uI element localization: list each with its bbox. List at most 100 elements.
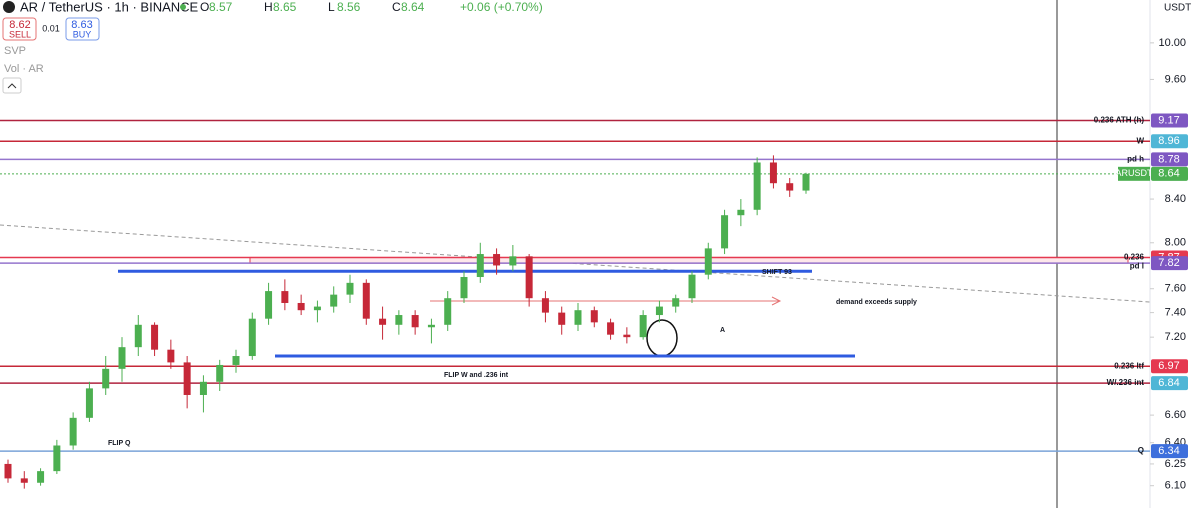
annotation: FLIP W and .236 int xyxy=(444,372,509,379)
candle-body xyxy=(199,381,207,395)
price-tag xyxy=(1151,444,1188,459)
candle-body xyxy=(525,256,533,299)
sell-price: 8.62 xyxy=(9,19,30,31)
y-tick-label: 6.25 xyxy=(1165,458,1186,470)
y-tick-label: 7.40 xyxy=(1165,307,1186,319)
candle-body xyxy=(134,324,142,348)
price-tag xyxy=(1151,134,1188,149)
candle-body xyxy=(118,347,126,369)
candle-body xyxy=(509,256,517,266)
candle-body xyxy=(444,298,452,325)
y-tick-label: 8.40 xyxy=(1165,193,1186,205)
y-tick-label: 6.60 xyxy=(1165,409,1186,421)
price-tag xyxy=(1151,376,1188,391)
price-tag xyxy=(1151,166,1188,181)
candle-body xyxy=(688,274,696,299)
buy-label: BUY xyxy=(73,29,92,39)
ohlc-key: C xyxy=(392,0,401,14)
candle-body xyxy=(737,209,745,216)
annotation: SHIFT 93 xyxy=(762,269,792,276)
chevron xyxy=(7,83,17,89)
level-label: W/.236 int xyxy=(1107,378,1145,387)
y-tick-label: 6.10 xyxy=(1165,480,1186,492)
candle-body xyxy=(232,356,240,365)
level-label: ARUSDT xyxy=(1115,168,1153,178)
candle-body xyxy=(753,162,761,210)
ohlc-value: 8.56 xyxy=(337,0,361,14)
candle-body xyxy=(541,298,549,313)
price-tag-value: 6.97 xyxy=(1158,360,1179,372)
candle-body xyxy=(704,248,712,275)
level-label: W xyxy=(1136,136,1144,145)
candle-body xyxy=(427,324,435,328)
price-tag-value: 6.34 xyxy=(1158,445,1179,457)
y-tick-label: 7.20 xyxy=(1165,331,1186,343)
candle-body xyxy=(20,478,28,483)
candle-body xyxy=(395,315,403,325)
candle-body xyxy=(4,463,12,479)
level-label: pd h xyxy=(1127,155,1144,164)
price-tag-value: 8.96 xyxy=(1158,135,1179,147)
price-tag xyxy=(1151,152,1188,167)
candle-body xyxy=(460,277,468,299)
symbol: AR / TetherUS · 1h · BINANCE xyxy=(20,0,199,14)
level-label: pd l xyxy=(1130,261,1144,270)
level-label: 0.236 ltf xyxy=(1114,361,1144,370)
y-tick-label: 9.60 xyxy=(1165,73,1186,85)
ohlc-key: O xyxy=(200,0,209,14)
spread: 0.01 xyxy=(42,23,60,33)
candle-body xyxy=(769,162,777,184)
candle-body xyxy=(313,306,321,311)
collapse-button[interactable] xyxy=(2,77,22,94)
candle-body xyxy=(151,324,159,350)
change: +0.06 (+0.70%) xyxy=(460,0,543,14)
candle-body xyxy=(493,254,501,266)
candle-body xyxy=(379,318,387,325)
buy-price: 8.63 xyxy=(71,19,92,31)
indicator: Vol · AR xyxy=(4,63,44,75)
candle-body xyxy=(53,445,61,472)
candle-body xyxy=(330,294,338,307)
currency[interactable]: USDT xyxy=(1164,3,1191,14)
sell-button[interactable] xyxy=(2,17,37,41)
candle-body xyxy=(346,282,354,295)
candle-body xyxy=(721,215,729,249)
price-tag-value: 6.84 xyxy=(1158,377,1179,389)
candle-body xyxy=(672,298,680,307)
candle-body xyxy=(248,318,256,357)
level-label: Q xyxy=(1138,446,1144,455)
level-label: 0.236 ATH (h) xyxy=(1094,116,1145,125)
candle-body xyxy=(574,310,582,325)
candle-body xyxy=(411,315,419,328)
candle-body xyxy=(362,282,370,319)
price-tag-value: 7.82 xyxy=(1158,257,1179,269)
y-tick-label: 8.00 xyxy=(1165,237,1186,249)
price-tag-value: 8.64 xyxy=(1158,168,1179,180)
arrow-head xyxy=(771,296,782,306)
price-tag-value: 8.78 xyxy=(1158,153,1179,165)
indicator: SVP xyxy=(4,45,26,57)
candle-body xyxy=(69,417,77,446)
candle-body xyxy=(216,364,224,382)
zone xyxy=(249,256,1129,264)
buy-button[interactable] xyxy=(65,17,100,41)
candle-body xyxy=(183,362,191,395)
symbol-tag xyxy=(1118,166,1150,181)
ohlc-value: 8.57 xyxy=(209,0,233,14)
candle-body xyxy=(655,306,663,316)
candle-body xyxy=(102,368,110,389)
level-label: 0.236 xyxy=(1124,253,1145,262)
ohlc-key: L xyxy=(328,0,335,14)
candle-body xyxy=(265,291,273,319)
sell-label: SELL xyxy=(9,29,31,39)
candle-body xyxy=(623,334,631,338)
price-tag-value: 9.17 xyxy=(1158,114,1179,126)
y-tick-label: 7.60 xyxy=(1165,283,1186,295)
price-tag xyxy=(1151,359,1188,374)
annotation: FLIP Q xyxy=(108,440,131,447)
candle-body xyxy=(590,310,598,323)
candle-body xyxy=(281,291,289,303)
y-tick-label: 10.00 xyxy=(1158,37,1186,49)
